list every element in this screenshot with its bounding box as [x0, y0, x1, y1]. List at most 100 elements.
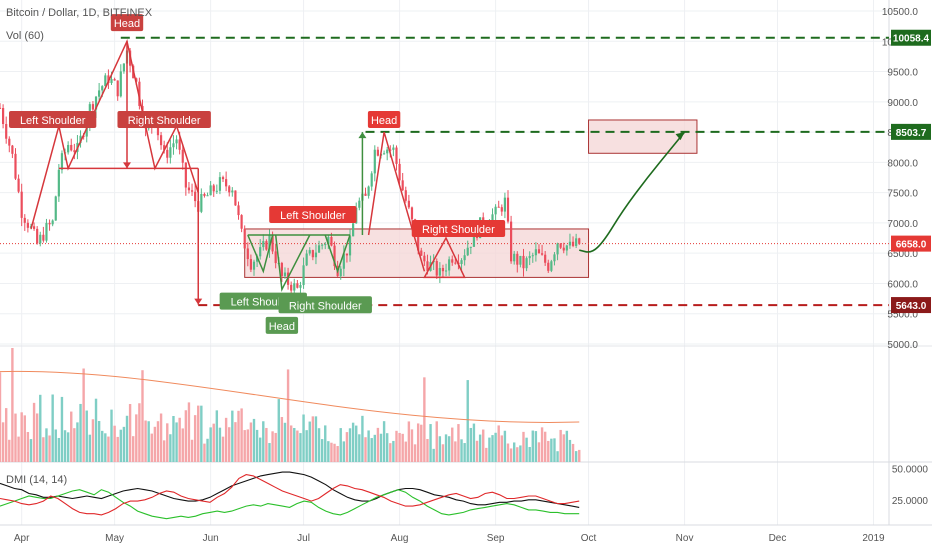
volume-bar — [234, 422, 237, 462]
time-tick-label: 2019 — [862, 533, 885, 544]
volume-bar — [48, 435, 51, 462]
volume-bar — [503, 430, 507, 462]
candle-body — [314, 252, 318, 258]
candle-body — [519, 255, 522, 265]
volume-bar — [296, 430, 299, 462]
volume-bar — [525, 437, 528, 462]
candle-body — [249, 259, 253, 270]
candle-body — [460, 260, 463, 265]
volume-bar — [420, 424, 423, 462]
volume-bar — [162, 440, 166, 462]
volume-bar — [144, 420, 147, 462]
volume-bar — [125, 415, 129, 462]
volume-bar — [351, 422, 355, 462]
candle-body — [271, 234, 274, 252]
candle-body — [575, 238, 578, 246]
candle-body — [435, 260, 438, 276]
volume-bar — [221, 436, 225, 462]
volume-bar — [423, 377, 426, 462]
candle-body — [395, 147, 398, 164]
candle-body — [228, 186, 231, 193]
candle-body — [36, 228, 39, 244]
candle-body — [333, 245, 336, 267]
volume-bar — [26, 432, 30, 462]
candle-body — [91, 104, 95, 110]
candle-body — [280, 262, 283, 277]
projection-path — [579, 131, 686, 253]
candle-body — [237, 205, 240, 216]
volume-bar — [543, 431, 547, 462]
price-tick-label: 6000.0 — [887, 279, 918, 290]
candle-body — [299, 285, 302, 288]
candle-body — [209, 185, 212, 196]
time-tick-label: Dec — [769, 533, 787, 544]
volume-bar — [553, 438, 556, 462]
bullish-top-left-shoulder-label: Left Shoulder — [269, 206, 357, 224]
candle-body — [190, 190, 194, 192]
volume-bar — [355, 425, 358, 462]
time-tick-label: May — [105, 533, 124, 544]
candle-body — [544, 254, 547, 263]
candle-body — [42, 234, 45, 241]
candle-body — [26, 222, 29, 228]
level-tag-5643.0-bg — [891, 297, 931, 314]
candle-body — [311, 250, 314, 258]
volume-bar — [200, 405, 203, 462]
volume-bar — [562, 434, 565, 462]
candle-body — [531, 255, 534, 257]
volume-bar — [166, 423, 169, 462]
candle-body — [181, 149, 184, 163]
volume-bar — [370, 438, 373, 462]
bearish-head-label-bg — [110, 14, 144, 32]
candle-body — [534, 249, 537, 256]
volume-bar — [574, 451, 578, 462]
volume-bar — [181, 428, 184, 462]
volume-bar — [175, 422, 178, 462]
candle-body — [122, 63, 126, 72]
volume-bar — [537, 442, 541, 462]
time-tick-label: Sep — [487, 533, 505, 544]
volume-bar — [153, 426, 157, 462]
volume-bar — [410, 429, 414, 462]
candle-body — [274, 251, 277, 264]
volume-bar — [342, 441, 346, 462]
bearish-head-label: Head — [110, 14, 144, 32]
volume-bar — [389, 443, 392, 462]
volume-bar — [94, 398, 98, 462]
candle-body — [317, 245, 321, 253]
volume-bar — [265, 427, 268, 462]
candle-body — [116, 80, 119, 97]
candle-body — [70, 144, 73, 151]
price-tick-label: 9000.0 — [887, 98, 918, 109]
volume-bar — [550, 438, 553, 462]
price-tick-label: 10500.0 — [882, 7, 919, 18]
candle-body — [48, 222, 51, 225]
volume-bar — [460, 439, 463, 462]
candle-body — [212, 185, 215, 192]
bullish-hs-segment-0 — [247, 234, 274, 274]
volume-bars — [0, 348, 581, 462]
candle-body — [169, 147, 172, 158]
candle-body — [547, 262, 550, 271]
volume-bar — [85, 410, 88, 462]
volume-bar — [203, 443, 206, 462]
volume-bar — [39, 394, 42, 462]
volume-bar — [243, 430, 246, 462]
candle-body — [556, 243, 559, 255]
price-tick-label: 9500.0 — [887, 68, 918, 79]
candle-body — [491, 214, 494, 224]
candle-body — [401, 180, 404, 191]
candle-body — [104, 75, 107, 87]
bullish-right-shoulder-label: Right Shoulder — [278, 296, 372, 314]
volume-bar — [277, 399, 280, 462]
candle-body — [79, 135, 82, 143]
volume-bar — [317, 428, 321, 462]
volume-bar — [413, 444, 417, 462]
candle-body — [23, 217, 26, 223]
volume-bar — [97, 420, 101, 462]
volume-bar — [215, 410, 219, 462]
volume-bar — [228, 427, 231, 462]
candle-body — [448, 259, 451, 271]
volume-bar — [404, 441, 407, 462]
